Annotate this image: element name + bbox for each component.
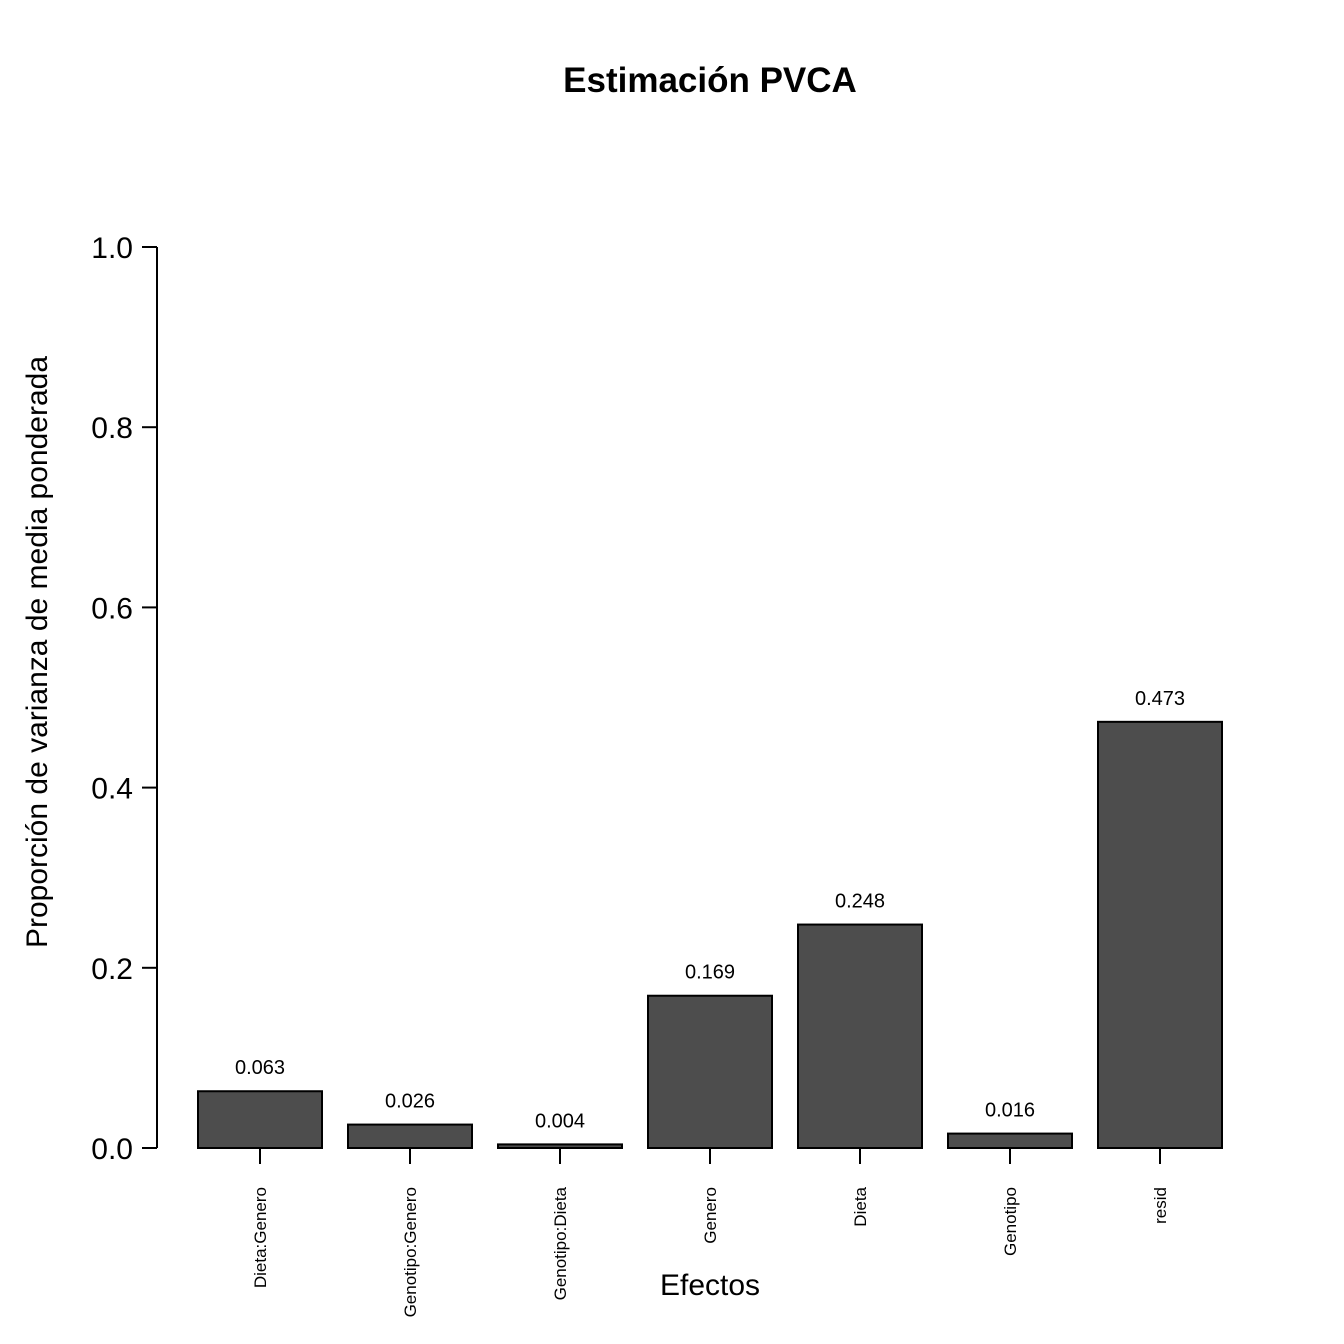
bar-value-label: 0.169 [685,962,735,984]
bar-value-label: 0.473 [1135,688,1185,710]
bar [347,1123,473,1149]
x-axis: Dieta:Genero Genotipo:Genero Genotipo:Diet… [251,1148,1170,1317]
x-tick-label: Genero [701,1187,720,1244]
bar-value-label: 0.004 [535,1110,585,1132]
y-tick-label: 0.2 [91,953,133,986]
x-tick-label: Dieta:Genero [251,1187,270,1288]
bar [197,1090,323,1150]
x-tick-label: resid [1151,1187,1170,1224]
x-tick-label: Genotipo:Genero [401,1187,420,1317]
x-axis-label: Efectos [660,1269,760,1302]
y-tick-label: 0.6 [91,592,133,625]
x-tick-label: Genotipo [1001,1187,1020,1256]
bar [647,994,773,1150]
x-tick-label: Dieta [851,1186,870,1226]
chart-title: Estimación PVCA [563,61,857,100]
y-tick-label: 1.0 [91,232,133,265]
bar [1097,720,1223,1150]
bar-value-label: 0.063 [235,1057,285,1079]
bars-group: 0.063 0.026 0.004 0.169 0.248 0.016 0.473 [197,688,1223,1150]
bar-value-label: 0.026 [385,1091,435,1113]
bar [947,1132,1073,1149]
x-tick-label: Genotipo:Dieta [551,1186,570,1300]
bar-value-label: 0.016 [985,1100,1035,1122]
y-tick-label: 0.0 [91,1133,133,1166]
y-tick-label: 0.8 [91,412,133,445]
bar-value-label: 0.248 [835,891,885,913]
y-tick-label: 0.4 [91,773,133,806]
bar [497,1143,623,1149]
y-axis-label: Proporción de varianza de media ponderad… [21,356,54,948]
bar [797,923,923,1149]
y-axis: 0.0 0.2 0.4 0.6 0.8 1.0 [91,232,158,1166]
